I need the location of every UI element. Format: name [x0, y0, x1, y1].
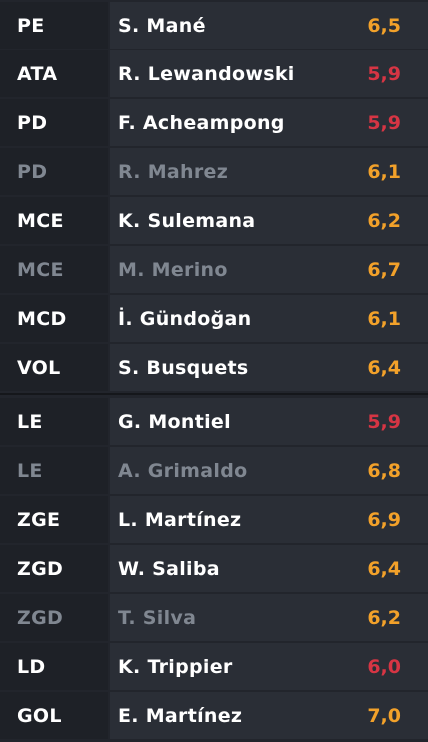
player-name: A. Grimaldo [118, 459, 248, 482]
player-rating: 6,2 [367, 209, 401, 232]
name-cell: A. Grimaldo 6,8 [110, 447, 428, 494]
position-label: MCE [17, 209, 64, 232]
player-row[interactable]: VOL S. Busquets 6,4 [0, 344, 428, 391]
player-rating: 6,1 [367, 160, 401, 183]
player-name: G. Montiel [118, 410, 231, 433]
player-row[interactable]: ZGD T. Silva 6,2 [0, 594, 428, 641]
name-cell: R. Mahrez 6,1 [110, 148, 428, 195]
player-name: K. Trippier [118, 655, 233, 678]
position-label: LE [17, 459, 43, 482]
player-name: İ. Gündoğan [118, 307, 252, 330]
position-cell: PE [0, 2, 108, 49]
player-name: T. Silva [118, 606, 197, 629]
name-cell: İ. Gündoğan 6,1 [110, 295, 428, 342]
position-label: PE [17, 14, 45, 37]
position-cell: LD [0, 643, 108, 690]
name-cell: R. Lewandowski 5,9 [110, 50, 428, 97]
player-rating: 5,9 [367, 111, 401, 134]
player-row[interactable]: ATA R. Lewandowski 5,9 [0, 50, 428, 97]
player-name: R. Mahrez [118, 160, 229, 183]
player-row[interactable]: PE S. Mané 6,5 [0, 2, 428, 49]
player-rating: 6,2 [367, 606, 401, 629]
position-label: GOL [17, 704, 62, 727]
player-rating: 6,7 [367, 258, 401, 281]
player-name: E. Martínez [118, 704, 243, 727]
position-cell: ZGD [0, 594, 108, 641]
name-cell: F. Acheampong 5,9 [110, 99, 428, 146]
position-label: ZGE [17, 508, 61, 531]
position-label: PD [17, 160, 48, 183]
position-cell: MCE [0, 246, 108, 293]
player-row[interactable]: ZGE L. Martínez 6,9 [0, 496, 428, 543]
player-row[interactable]: LD K. Trippier 6,0 [0, 643, 428, 690]
name-cell: T. Silva 6,2 [110, 594, 428, 641]
position-label: VOL [17, 356, 61, 379]
name-cell: L. Martínez 6,9 [110, 496, 428, 543]
position-cell: ATA [0, 50, 108, 97]
player-rating: 6,5 [367, 14, 401, 37]
name-cell: S. Busquets 6,4 [110, 344, 428, 391]
player-rating: 6,9 [367, 508, 401, 531]
position-label: LE [17, 410, 43, 433]
position-cell: LE [0, 398, 108, 445]
name-cell: K. Sulemana 6,2 [110, 197, 428, 244]
player-row[interactable]: LE G. Montiel 5,9 [0, 398, 428, 445]
player-row[interactable]: LE A. Grimaldo 6,8 [0, 447, 428, 494]
position-label: MCE [17, 258, 64, 281]
player-name: L. Martínez [118, 508, 242, 531]
player-row[interactable]: ZGD W. Saliba 6,4 [0, 545, 428, 592]
player-rating: 6,0 [367, 655, 401, 678]
position-label: MCD [17, 307, 67, 330]
player-rating: 7,0 [367, 704, 401, 727]
position-cell: ZGD [0, 545, 108, 592]
position-cell: VOL [0, 344, 108, 391]
player-name: F. Acheampong [118, 111, 285, 134]
player-name: W. Saliba [118, 557, 220, 580]
player-rating: 6,8 [367, 459, 401, 482]
position-label: LD [17, 655, 46, 678]
position-cell: PD [0, 99, 108, 146]
name-cell: E. Martínez 7,0 [110, 692, 428, 739]
player-name: R. Lewandowski [118, 62, 295, 85]
position-label: ZGD [17, 606, 64, 629]
player-row[interactable]: PD R. Mahrez 6,1 [0, 148, 428, 195]
position-cell: MCE [0, 197, 108, 244]
player-rating: 5,9 [367, 62, 401, 85]
player-name: S. Busquets [118, 356, 249, 379]
player-rating: 6,1 [367, 307, 401, 330]
position-label: PD [17, 111, 48, 134]
position-cell: MCD [0, 295, 108, 342]
position-label: ZGD [17, 557, 64, 580]
player-name: M. Merino [118, 258, 228, 281]
name-cell: S. Mané 6,5 [110, 2, 428, 49]
position-cell: PD [0, 148, 108, 195]
player-row[interactable]: PD F. Acheampong 5,9 [0, 99, 428, 146]
position-cell: ZGE [0, 496, 108, 543]
position-label: ATA [17, 62, 58, 85]
player-name: S. Mané [118, 14, 206, 37]
player-row[interactable]: MCE K. Sulemana 6,2 [0, 197, 428, 244]
player-row[interactable]: MCE M. Merino 6,7 [0, 246, 428, 293]
player-row[interactable]: MCD İ. Gündoğan 6,1 [0, 295, 428, 342]
name-cell: M. Merino 6,7 [110, 246, 428, 293]
name-cell: W. Saliba 6,4 [110, 545, 428, 592]
player-rating: 6,4 [367, 356, 401, 379]
name-cell: G. Montiel 5,9 [110, 398, 428, 445]
name-cell: K. Trippier 6,0 [110, 643, 428, 690]
section-divider [0, 393, 428, 395]
player-name: K. Sulemana [118, 209, 256, 232]
position-cell: GOL [0, 692, 108, 739]
player-rating: 5,9 [367, 410, 401, 433]
player-row[interactable]: GOL E. Martínez 7,0 [0, 692, 428, 739]
player-rating: 6,4 [367, 557, 401, 580]
position-cell: LE [0, 447, 108, 494]
